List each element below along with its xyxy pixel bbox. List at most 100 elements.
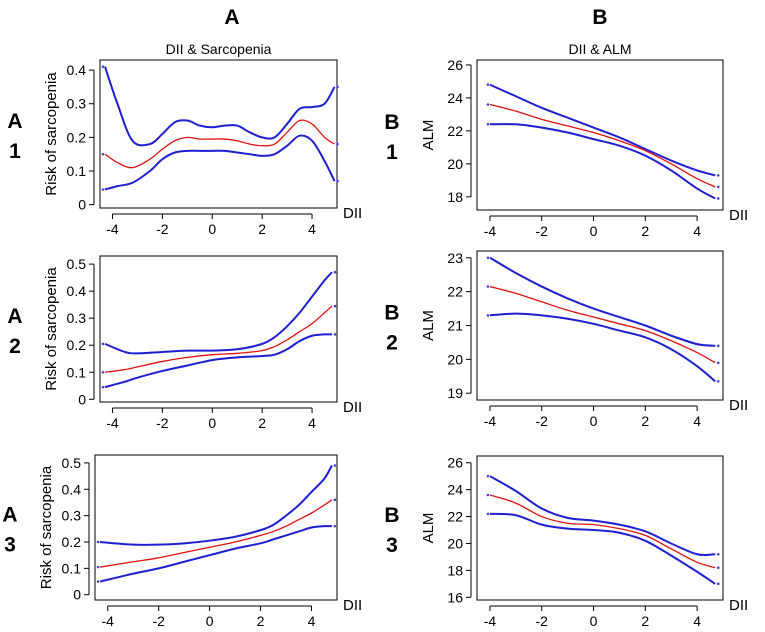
plot-frame-a1 [99, 59, 338, 209]
y-tick-label-b2: 21 [447, 318, 463, 334]
series-estimate-line-a2 [104, 305, 333, 373]
y-tick-label-a1: 0.1 [67, 163, 87, 179]
x-axis-label-a1: DII [343, 205, 362, 222]
y-tick-label-b2: 19 [447, 385, 463, 401]
series-lower-ci-start-dot-a2 [101, 385, 105, 389]
x-tick-label-a2: 0 [208, 415, 216, 431]
row-label-number-a2: 2 [9, 335, 21, 358]
plot-frame-a3 [94, 454, 338, 601]
series-estimate-line-b3 [489, 494, 716, 569]
series-lower-ci-line-a1 [104, 134, 336, 191]
x-axis-label-b2: DII [729, 397, 748, 414]
y-tick-label-a3: 0.1 [62, 560, 82, 576]
panel-b2: 19 20 21 22 23 -4 -2 0 2 4 DII ALM B 2 [384, 250, 748, 429]
series-upper-ci-end-dot-a1 [336, 85, 339, 89]
series-estimate-end-dot-a3 [333, 498, 337, 502]
row-label-number-b1: 1 [386, 141, 398, 164]
y-tick-label-a2: 0 [78, 391, 86, 407]
row-label-number-a3: 3 [4, 534, 16, 557]
series-lower-ci-start-dot-b3 [486, 512, 490, 516]
series-upper-ci-line-b1 [489, 83, 716, 177]
panel-title-a1: DII & Sarcopenia [166, 41, 272, 57]
series-estimate-start-dot-a1 [101, 152, 105, 156]
x-tick-label-b3: -2 [536, 613, 549, 629]
series-lower-ci-line-a2 [104, 333, 333, 389]
x-tick-label-b1: 2 [641, 223, 649, 239]
row-label-letter-b2: B [384, 302, 399, 325]
row-label-letter-b3: B [384, 504, 399, 527]
x-tick-label-b1: -4 [484, 223, 497, 239]
x-tick-label-a3: -4 [102, 613, 115, 629]
series-upper-ci-end-dot-a2 [333, 270, 337, 274]
x-tick-label-a2: 2 [258, 415, 266, 431]
series-upper-ci-start-dot-a1 [101, 65, 105, 69]
series-lower-ci-start-dot-b1 [486, 122, 490, 126]
series-upper-ci-end-dot-b3 [716, 552, 720, 556]
panel-a1: DII & Sarcopenia 0 0.1 0.2 0.3 0.4 -4 -2 0 2 4 DII R… [7, 41, 362, 237]
series-upper-ci-start-dot-b1 [486, 83, 490, 87]
y-tick-label-b3: 18 [447, 562, 463, 578]
y-tick-label-b2: 22 [447, 284, 463, 300]
series-lower-ci-end-dot-b3 [716, 582, 720, 586]
series-upper-ci-line-b3 [489, 475, 716, 557]
panel-title-b1: DII & ALM [568, 41, 631, 57]
x-tick-label-b3: -4 [484, 613, 497, 629]
series-lower-ci-line-b1 [489, 123, 716, 200]
x-tick-label-b3: 4 [693, 613, 701, 629]
y-tick-label-b2: 20 [447, 351, 463, 367]
y-tick-label-a2: 0.4 [67, 283, 87, 299]
series-estimate-start-dot-b1 [486, 103, 490, 106]
y-tick-label-b3: 26 [447, 455, 463, 471]
x-tick-label-b1: 4 [693, 223, 701, 239]
y-axis-label-b1: ALM [420, 120, 437, 151]
row-label-letter-a3: A [2, 504, 17, 527]
y-tick-label-a1: 0.3 [67, 96, 87, 112]
series-estimate-end-dot-b1 [716, 185, 720, 189]
x-axis-label-a2: DII [343, 399, 362, 416]
y-axis-label-a1: Risk of sarcopenia [43, 72, 60, 196]
series-lower-ci-line-b2 [489, 312, 716, 383]
plot-frame-b1 [476, 59, 724, 211]
y-tick-label-a3: 0 [73, 587, 81, 603]
series-upper-ci-start-dot-b3 [486, 474, 490, 478]
series-upper-ci-start-dot-a2 [101, 342, 105, 346]
plot-frame-b2 [476, 250, 724, 401]
series-estimate-line-a1 [104, 119, 335, 169]
x-tick-label-a3: 0 [206, 613, 214, 629]
series-lower-ci-start-dot-b2 [486, 314, 490, 317]
series-lower-ci-end-dot-a1 [336, 179, 339, 183]
y-tick-label-b3: 22 [447, 509, 463, 525]
x-tick-label-b1: -2 [536, 223, 549, 239]
series-lower-ci-line-a3 [99, 525, 332, 583]
x-tick-label-a1: 0 [208, 221, 216, 237]
y-tick-label-a3: 0.3 [62, 508, 82, 524]
row-label-letter-a2: A [7, 305, 22, 328]
row-label-number-b3: 3 [386, 534, 398, 557]
series-upper-ci-start-dot-a3 [96, 540, 100, 544]
y-tick-label-b1: 20 [447, 156, 463, 172]
x-tick-label-a1: 4 [308, 221, 316, 237]
series-upper-ci-end-dot-b1 [716, 174, 720, 177]
y-tick-label-b1: 22 [447, 123, 463, 139]
y-tick-label-a1: 0.2 [67, 129, 87, 145]
x-tick-label-a3: 4 [308, 613, 316, 629]
y-tick-label-a2: 0.2 [67, 337, 87, 353]
plot-frame-a2 [99, 255, 338, 403]
x-tick-label-a2: -2 [156, 415, 169, 431]
y-tick-label-b1: 26 [447, 57, 463, 73]
x-tick-label-a3: 2 [257, 613, 265, 629]
series-estimate-end-dot-b3 [716, 566, 720, 570]
series-estimate-line-b2 [489, 285, 716, 364]
x-tick-label-a1: -4 [106, 221, 119, 237]
y-tick-label-b1: 18 [447, 189, 463, 205]
y-tick-label-b2: 23 [447, 250, 463, 266]
series-estimate-end-dot-b2 [716, 361, 720, 365]
y-axis-label-b2: ALM [420, 310, 437, 341]
plot-frame-b3 [476, 455, 724, 601]
x-tick-label-a2: 4 [308, 415, 316, 431]
y-axis-label-a2: Risk of sarcopenia [43, 267, 60, 391]
series-estimate-line-b1 [489, 103, 716, 188]
series-upper-ci-line-a2 [104, 271, 333, 355]
